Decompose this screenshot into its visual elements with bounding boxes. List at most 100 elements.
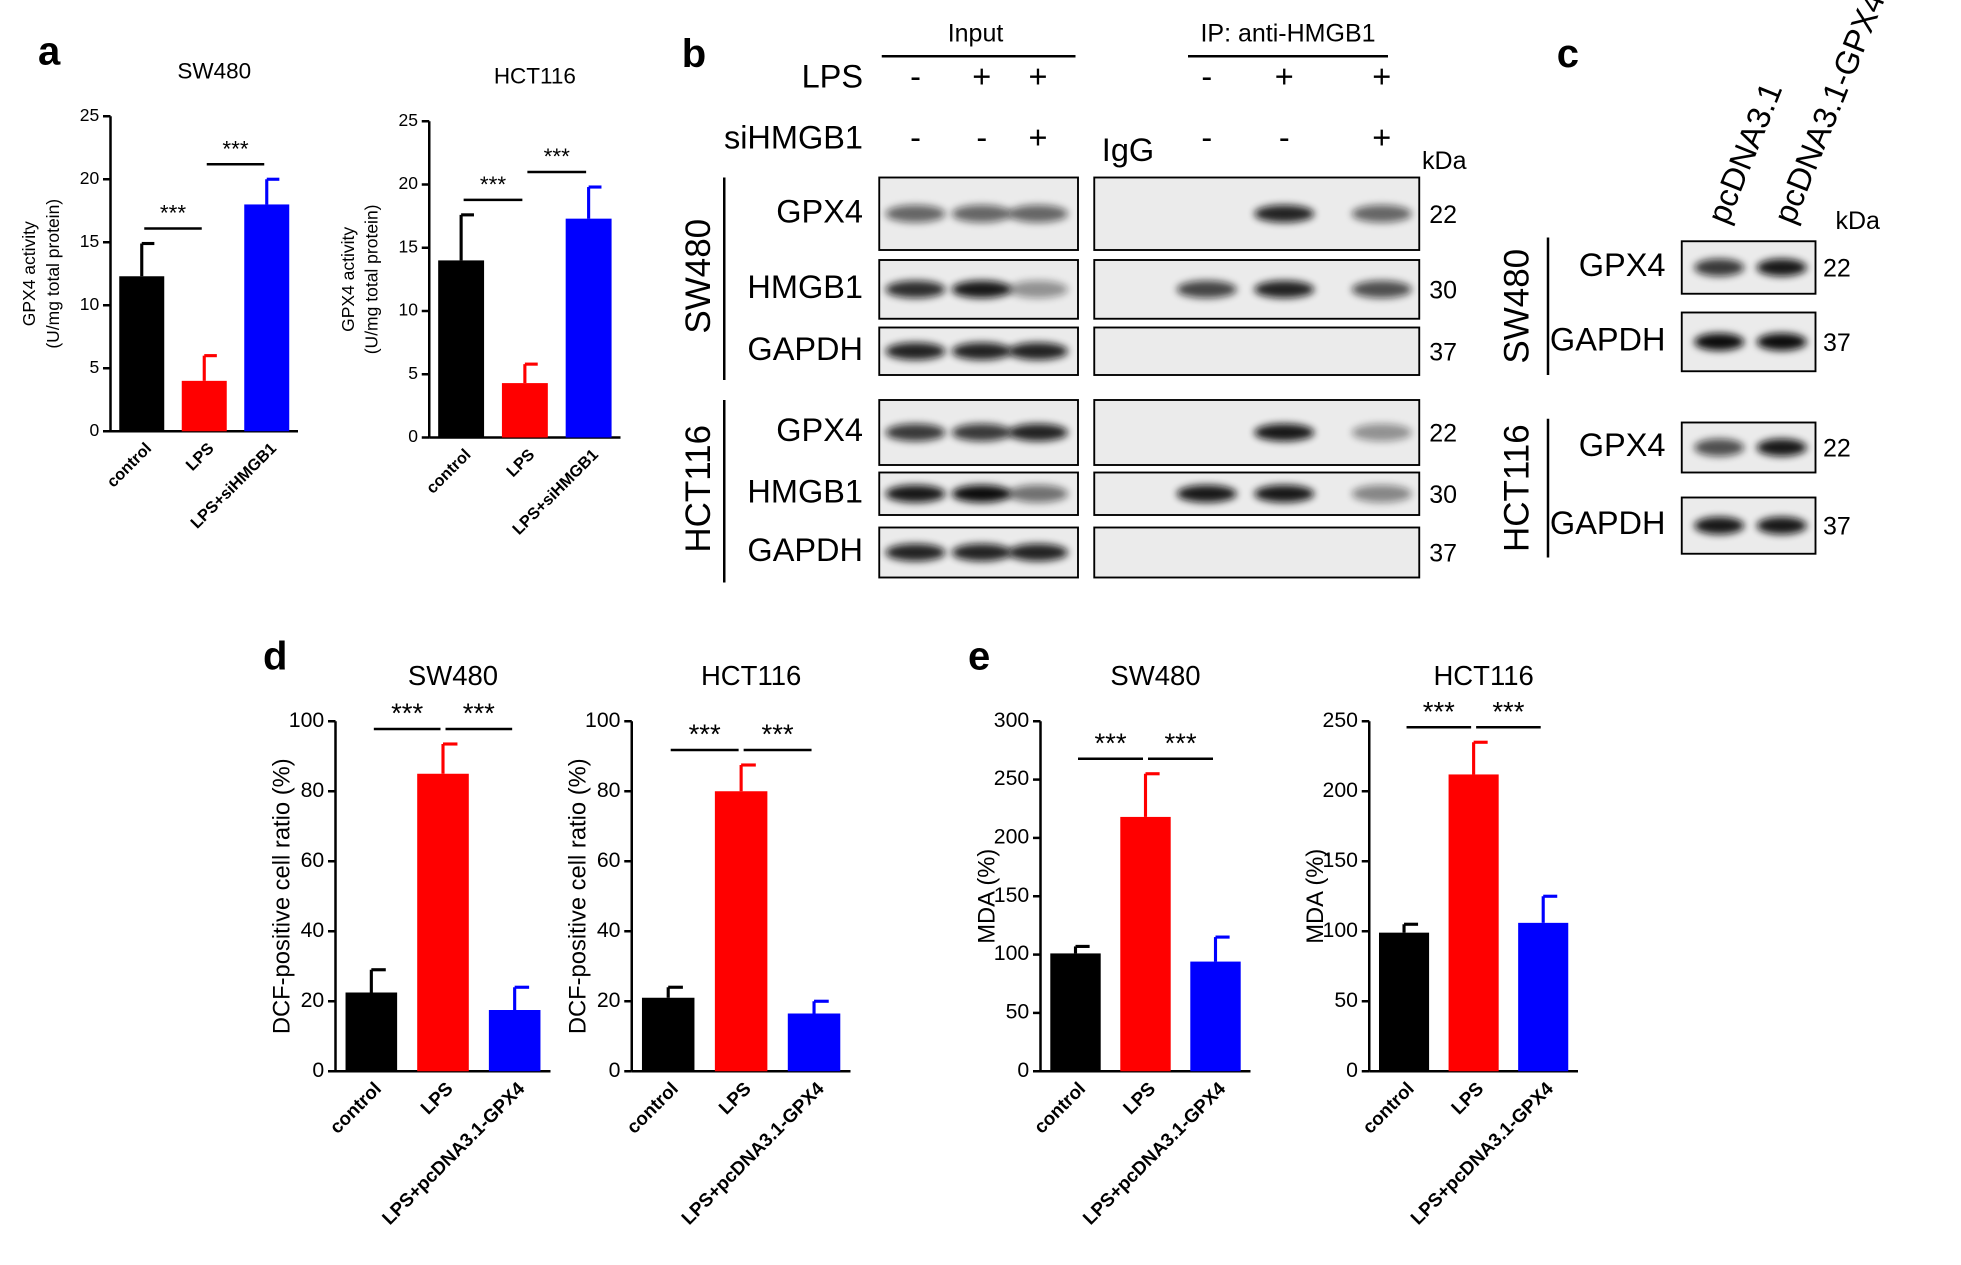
y-tick-label: 40 — [597, 918, 621, 942]
treatment-sign: - — [910, 120, 921, 156]
kda-label: kDa — [1422, 147, 1467, 175]
bar — [417, 773, 469, 1072]
significance-label: *** — [689, 719, 721, 750]
y-tick-label: 60 — [301, 848, 325, 872]
kda-value: 22 — [1823, 435, 1851, 463]
y-tick-label: 200 — [1323, 778, 1358, 802]
blot-band — [1008, 543, 1068, 562]
kda-value: 30 — [1429, 276, 1457, 304]
blot-band — [1694, 333, 1745, 351]
chart-title: SW480 — [408, 660, 498, 691]
kda-value: 22 — [1823, 255, 1851, 283]
cell-line-label: HCT116 — [1498, 424, 1537, 552]
blot-band — [1351, 485, 1412, 503]
bar — [488, 1010, 541, 1072]
blot-box — [1093, 526, 1421, 579]
protein-label: HMGB1 — [747, 269, 863, 305]
treatment-label: siHMGB1 — [724, 120, 863, 156]
treatment-sign: - — [1279, 120, 1290, 156]
bar — [119, 276, 165, 432]
kda-value: 30 — [1429, 481, 1457, 509]
protein-label: GPX4 — [1579, 247, 1666, 283]
treatment-label: LPS — [802, 58, 863, 94]
blot-band — [951, 205, 1012, 223]
blot-band — [1176, 485, 1237, 503]
y-axis-label: GPX4 activity — [338, 227, 358, 332]
y-tick-label: 0 — [312, 1058, 324, 1082]
protein-label: GAPDH — [747, 532, 863, 568]
y-axis-label: MDA (%) — [1302, 849, 1329, 944]
protein-label: GPX4 — [776, 193, 863, 229]
y-tick-label: 50 — [1334, 988, 1358, 1012]
panel-label: b — [682, 32, 706, 76]
blot-band — [1756, 258, 1807, 277]
blot-band — [1008, 485, 1068, 503]
bar — [641, 997, 695, 1072]
blot-band — [1351, 205, 1412, 223]
bar — [181, 380, 227, 432]
y-tick-label: 100 — [1323, 918, 1358, 942]
significance-label: *** — [480, 172, 507, 197]
y-tick-label: 20 — [80, 168, 100, 188]
significance-label: *** — [1492, 696, 1524, 727]
blot-band — [951, 280, 1012, 299]
significance-label: *** — [1423, 696, 1455, 727]
treatment-sign: - — [976, 120, 987, 156]
blot-band — [1008, 205, 1068, 223]
chart-title: HCT116 — [701, 660, 801, 691]
chart-title: HCT116 — [1433, 660, 1533, 691]
bar — [244, 204, 290, 432]
blot-band — [885, 543, 946, 562]
y-tick-label: 0 — [609, 1058, 621, 1082]
bar — [1378, 932, 1430, 1072]
treatment-sign: + — [972, 58, 991, 94]
chart-title: HCT116 — [494, 63, 576, 88]
protein-label: HMGB1 — [747, 473, 863, 509]
y-tick-label: 20 — [597, 988, 621, 1012]
y-tick-label: 5 — [408, 363, 418, 383]
blot-band — [1254, 280, 1315, 299]
blot-band — [951, 423, 1012, 442]
y-tick-label: 0 — [1346, 1058, 1358, 1082]
y-tick-label: 100 — [289, 708, 324, 732]
y-tick-label: 150 — [1323, 848, 1358, 872]
treatment-sign: + — [1275, 58, 1294, 94]
y-axis-label: DCF-positive cell ratio (%) — [565, 758, 592, 1034]
blot-band — [951, 485, 1012, 503]
significance-label: *** — [160, 201, 187, 226]
y-tick-label: 100 — [585, 708, 620, 732]
y-tick-label: 0 — [1017, 1058, 1029, 1082]
blot-band — [1008, 423, 1068, 442]
kda-label: kDa — [1836, 207, 1881, 235]
cell-line-label: SW480 — [679, 219, 718, 334]
blot-band — [1694, 438, 1745, 457]
kda-value: 37 — [1429, 540, 1457, 568]
blot-band — [1254, 485, 1315, 503]
y-tick-label: 25 — [399, 110, 418, 130]
significance-label: *** — [1094, 727, 1126, 758]
group-label: IP: anti-HMGB1 — [1200, 20, 1375, 48]
blot-band — [885, 423, 946, 442]
bar — [438, 260, 485, 438]
y-axis-label: MDA (%) — [973, 849, 1000, 944]
protein-label: GPX4 — [1579, 427, 1666, 463]
protein-label: GAPDH — [1550, 321, 1666, 357]
treatment-sign: - — [910, 58, 921, 94]
y-tick-label: 15 — [399, 236, 418, 256]
blot-band — [885, 205, 946, 223]
significance-label: *** — [222, 136, 249, 161]
blot-band — [1351, 280, 1412, 299]
y-tick-label: 20 — [399, 173, 419, 193]
y-tick-label: 0 — [408, 426, 418, 446]
blot-band — [951, 543, 1012, 562]
y-tick-label: 15 — [80, 231, 99, 251]
bar — [1120, 816, 1171, 1072]
bar — [1518, 922, 1569, 1072]
y-axis-label: GPX4 activity — [19, 221, 39, 326]
y-tick-label: 250 — [1323, 708, 1358, 732]
bar — [787, 1013, 841, 1072]
cell-line-label: SW480 — [1498, 249, 1537, 364]
y-tick-label: 60 — [597, 848, 621, 872]
bar — [1190, 961, 1241, 1072]
